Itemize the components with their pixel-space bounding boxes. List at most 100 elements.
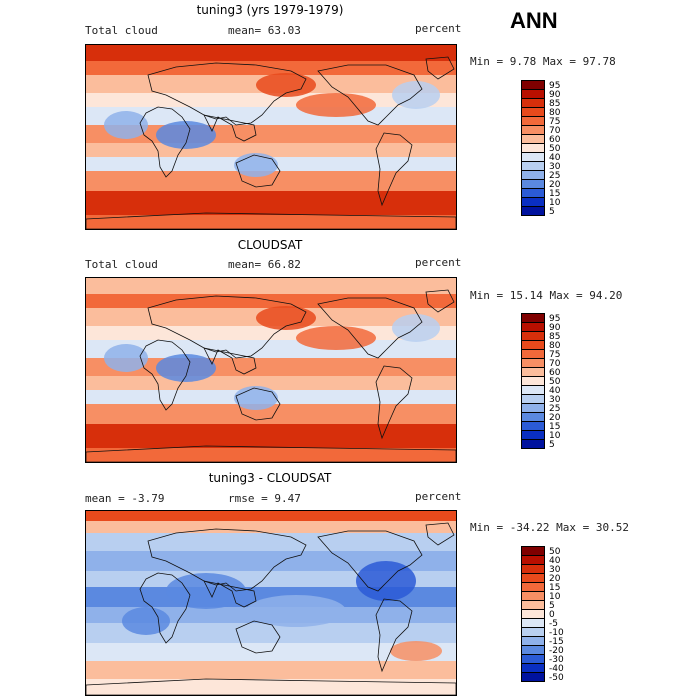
colorbar-cell xyxy=(522,664,544,673)
colorbar-label: 15 xyxy=(549,422,561,432)
colorbar-cell xyxy=(522,314,544,323)
map-canvas xyxy=(86,278,456,462)
colorbar-label: 10 xyxy=(549,431,561,441)
colorbar-label: 0 xyxy=(549,610,555,620)
colorbar-label: 20 xyxy=(549,413,561,423)
colorbar-label: 50 xyxy=(549,547,561,557)
panel-3-units-label: percent xyxy=(415,490,462,503)
colorbar-cell xyxy=(522,646,544,655)
colorbar-cell xyxy=(522,180,544,189)
colorbar-cell xyxy=(522,99,544,108)
colorbar-cell xyxy=(522,395,544,404)
colorbar-cell xyxy=(522,162,544,171)
colorbar-cell xyxy=(522,565,544,574)
colorbar-label: 75 xyxy=(549,350,561,360)
colorbar-label: 75 xyxy=(549,117,561,127)
colorbar-label: -5 xyxy=(549,619,558,629)
colorbar-label: 50 xyxy=(549,144,561,154)
colorbar-cell xyxy=(522,601,544,610)
panel-2-title: CLOUDSAT xyxy=(237,238,303,252)
colorbar-label: 40 xyxy=(549,556,561,566)
panel-2-units-label: percent xyxy=(415,256,462,269)
panel-3-minmax: Min = -34.22 Max = 30.52 xyxy=(470,521,629,534)
panel-1-left-label: Total cloud xyxy=(85,24,158,37)
colorbar-label: 50 xyxy=(549,377,561,387)
panel-2-map xyxy=(85,277,457,463)
colorbar-label: 5 xyxy=(549,440,555,450)
colorbar-cell xyxy=(522,198,544,207)
panel-3-left-label: mean = -3.79 xyxy=(85,492,165,505)
colorbar-cell xyxy=(522,117,544,126)
panel-2-colorbar xyxy=(521,313,545,449)
map-canvas xyxy=(86,45,456,229)
colorbar-cell xyxy=(522,332,544,341)
colorbar-cell xyxy=(522,628,544,637)
colorbar-label: 40 xyxy=(549,153,561,163)
colorbar-cell xyxy=(522,556,544,565)
colorbar-label: -50 xyxy=(549,673,564,683)
colorbar-cell xyxy=(522,404,544,413)
panel-3-colorbar xyxy=(521,546,545,682)
panel-1-minmax: Min = 9.78 Max = 97.78 xyxy=(470,55,616,68)
colorbar-label: 15 xyxy=(549,583,561,593)
colorbar-cell xyxy=(522,368,544,377)
panel-2-minmax: Min = 15.14 Max = 94.20 xyxy=(470,289,623,302)
colorbar-cell xyxy=(522,637,544,646)
colorbar-cell xyxy=(522,90,544,99)
colorbar-label: 30 xyxy=(549,565,561,575)
colorbar-label: 95 xyxy=(549,314,561,324)
colorbar-cell xyxy=(522,126,544,135)
panel-2-mean-label: mean= 66.82 xyxy=(228,258,301,271)
colorbar-label: 60 xyxy=(549,368,561,378)
colorbar-cell xyxy=(522,431,544,440)
colorbar-cell xyxy=(522,574,544,583)
colorbar-label: 5 xyxy=(549,207,555,217)
colorbar-label: 70 xyxy=(549,359,561,369)
panel-2-left-label: Total cloud xyxy=(85,258,158,271)
colorbar-label: 90 xyxy=(549,90,561,100)
colorbar-cell xyxy=(522,413,544,422)
colorbar-cell xyxy=(522,323,544,332)
colorbar-label: 60 xyxy=(549,135,561,145)
colorbar-cell xyxy=(522,153,544,162)
colorbar-cell xyxy=(522,171,544,180)
colorbar-label: 85 xyxy=(549,332,561,342)
colorbar-label: 95 xyxy=(549,81,561,91)
colorbar-cell xyxy=(522,422,544,431)
colorbar-label: 90 xyxy=(549,323,561,333)
colorbar-cell xyxy=(522,547,544,556)
colorbar-label: 30 xyxy=(549,395,561,405)
colorbar-label: 10 xyxy=(549,592,561,602)
colorbar-label: 10 xyxy=(549,198,561,208)
colorbar-cell xyxy=(522,592,544,601)
map-canvas xyxy=(86,511,456,695)
colorbar-cell xyxy=(522,386,544,395)
panel-3-title: tuning3 - CLOUDSAT xyxy=(208,471,332,485)
panel-3-map xyxy=(85,510,457,696)
colorbar-label: 5 xyxy=(549,601,555,611)
colorbar-label: 85 xyxy=(549,99,561,109)
panel-1-units-label: percent xyxy=(415,22,462,35)
colorbar-cell xyxy=(522,207,544,215)
colorbar-label: 40 xyxy=(549,386,561,396)
colorbar-cell xyxy=(522,673,544,681)
colorbar-cell xyxy=(522,440,544,448)
colorbar-label: 70 xyxy=(549,126,561,136)
colorbar-cell xyxy=(522,81,544,90)
colorbar-label: 25 xyxy=(549,171,561,181)
colorbar-cell xyxy=(522,189,544,198)
colorbar-cell xyxy=(522,341,544,350)
colorbar-cell xyxy=(522,144,544,153)
colorbar-label: -10 xyxy=(549,628,564,638)
panel-1-map xyxy=(85,44,457,230)
colorbar-label: -40 xyxy=(549,664,564,674)
colorbar-label: 80 xyxy=(549,341,561,351)
colorbar-cell xyxy=(522,359,544,368)
colorbar-label: 80 xyxy=(549,108,561,118)
colorbar-label: 20 xyxy=(549,180,561,190)
colorbar-cell xyxy=(522,135,544,144)
colorbar-label: 30 xyxy=(549,162,561,172)
panel-1-title: tuning3 (yrs 1979-1979) xyxy=(196,3,344,17)
colorbar-label: 20 xyxy=(549,574,561,584)
colorbar-cell xyxy=(522,655,544,664)
